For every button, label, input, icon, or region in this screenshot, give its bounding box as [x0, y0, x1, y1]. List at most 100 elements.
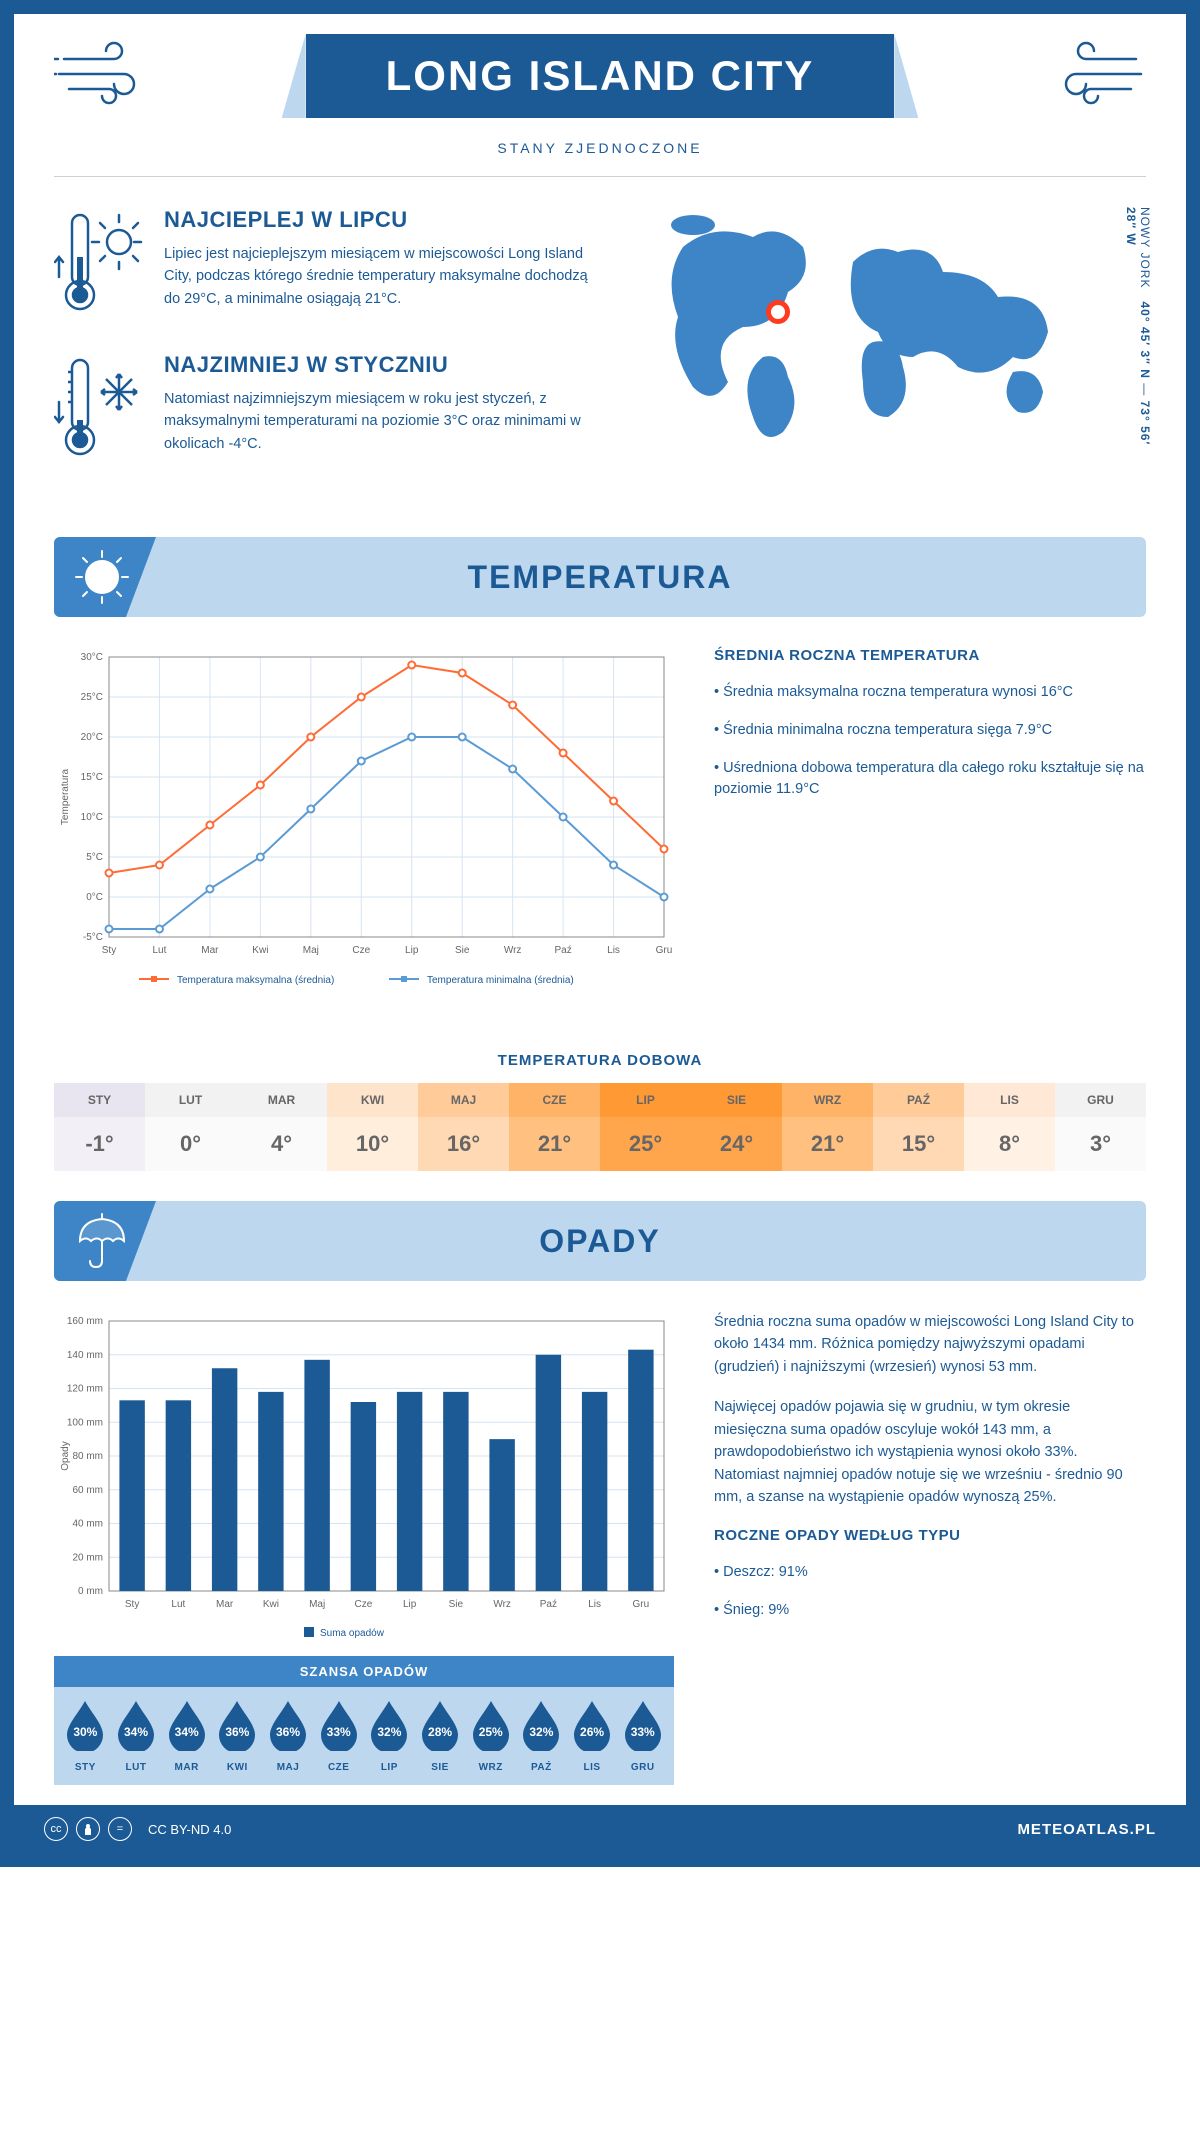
chance-drop: 36%KWI: [212, 1699, 263, 1773]
header: LONG ISLAND CITY: [14, 14, 1186, 148]
temp-bullet: • Średnia minimalna roczna temperatura s…: [714, 720, 1146, 742]
temp-cell: CZE 21°: [509, 1083, 600, 1171]
svg-text:Maj: Maj: [303, 945, 319, 956]
temp-cell: LUT 0°: [145, 1083, 236, 1171]
nd-icon: =: [108, 1817, 132, 1841]
chance-drop: 33%CZE: [313, 1699, 364, 1773]
page-title: LONG ISLAND CITY: [306, 34, 895, 118]
precip-para1: Średnia roczna suma opadów w miejscowośc…: [714, 1311, 1146, 1378]
temp-bullet: • Średnia maksymalna roczna temperatura …: [714, 682, 1146, 704]
fact-hot: NAJCIEPLEJ W LIPCU Lipiec jest najcieple…: [54, 207, 593, 322]
fact-cold: NAJZIMNIEJ W STYCZNIU Natomiast najzimni…: [54, 352, 593, 467]
svg-text:Lip: Lip: [403, 1599, 417, 1610]
fact-hot-title: NAJCIEPLEJ W LIPCU: [164, 207, 593, 233]
svg-text:80 mm: 80 mm: [72, 1451, 103, 1462]
section-header-precip: OPADY: [54, 1201, 1146, 1281]
svg-text:Lip: Lip: [405, 945, 419, 956]
svg-text:Temperatura maksymalna (średni: Temperatura maksymalna (średnia): [177, 975, 334, 986]
fact-hot-text: Lipiec jest najcieplejszym miesiącem w m…: [164, 243, 593, 310]
svg-text:Temperatura minimalna (średnia: Temperatura minimalna (średnia): [427, 975, 574, 986]
chance-drop: 26%LIS: [567, 1699, 618, 1773]
svg-text:0°C: 0°C: [86, 892, 103, 903]
license: cc = CC BY-ND 4.0: [44, 1817, 231, 1841]
svg-text:Temperatura: Temperatura: [60, 768, 71, 825]
svg-text:Sie: Sie: [449, 1599, 464, 1610]
annual-temp-heading: ŚREDNIA ROCZNA TEMPERATURA: [714, 647, 1146, 664]
svg-text:Cze: Cze: [352, 945, 370, 956]
section-header-temperature: TEMPERATURA: [54, 537, 1146, 617]
section-title: TEMPERATURA: [54, 559, 1146, 596]
daily-temp-table: STY -1°LUT 0°MAR 4°KWI 10°MAJ 16°CZE 21°…: [54, 1083, 1146, 1171]
chance-drop: 34%MAR: [161, 1699, 212, 1773]
svg-text:60 mm: 60 mm: [72, 1485, 103, 1496]
temp-cell: SIE 24°: [691, 1083, 782, 1171]
svg-text:Wrz: Wrz: [493, 1599, 511, 1610]
svg-text:Maj: Maj: [309, 1599, 325, 1610]
thermometer-cold-icon: [54, 352, 144, 467]
svg-text:40 mm: 40 mm: [72, 1519, 103, 1530]
svg-text:Kwi: Kwi: [252, 945, 268, 956]
daily-temp-heading: TEMPERATURA DOBOWA: [14, 1052, 1186, 1069]
site-name: METEOATLAS.PL: [1017, 1821, 1156, 1838]
svg-text:160 mm: 160 mm: [67, 1316, 103, 1327]
svg-text:140 mm: 140 mm: [67, 1350, 103, 1361]
temp-cell: GRU 3°: [1055, 1083, 1146, 1171]
svg-text:20°C: 20°C: [81, 732, 103, 743]
fact-cold-title: NAJZIMNIEJ W STYCZNIU: [164, 352, 593, 378]
svg-text:Lis: Lis: [588, 1599, 601, 1610]
svg-text:Wrz: Wrz: [504, 945, 522, 956]
temp-bullet: • Uśredniona dobowa temperatura dla całe…: [714, 758, 1146, 802]
svg-text:Mar: Mar: [201, 945, 219, 956]
coordinates: NOWY JORK 40° 45′ 3″ N — 73° 56′ 28″ W: [1124, 207, 1152, 452]
footer: cc = CC BY-ND 4.0 METEOATLAS.PL: [14, 1805, 1186, 1853]
svg-text:-5°C: -5°C: [83, 932, 103, 943]
svg-text:Opady: Opady: [60, 1441, 71, 1470]
precip-type-bullet: • Śnieg: 9%: [714, 1600, 1146, 1622]
temp-cell: LIS 8°: [964, 1083, 1055, 1171]
thermometer-hot-icon: [54, 207, 144, 322]
chance-drop: 25%WRZ: [465, 1699, 516, 1773]
svg-text:120 mm: 120 mm: [67, 1384, 103, 1395]
umbrella-icon: [72, 1211, 132, 1276]
svg-text:Lis: Lis: [607, 945, 620, 956]
precip-chart: 0 mm20 mm40 mm60 mm80 mm100 mm120 mm140 …: [54, 1311, 674, 1656]
temp-cell: MAJ 16°: [418, 1083, 509, 1171]
chance-drop: 34%LUT: [111, 1699, 162, 1773]
svg-text:5°C: 5°C: [86, 852, 103, 863]
world-map: NOWY JORK 40° 45′ 3″ N — 73° 56′ 28″ W: [633, 207, 1146, 497]
wind-icon: [1036, 34, 1146, 119]
cc-icon: cc: [44, 1817, 68, 1841]
sun-icon: [72, 547, 132, 612]
temp-cell: KWI 10°: [327, 1083, 418, 1171]
lat: 40° 45′ 3″ N: [1138, 301, 1152, 378]
chance-heading: SZANSA OPADÓW: [54, 1656, 674, 1687]
svg-text:Paź: Paź: [540, 1599, 557, 1610]
svg-text:20 mm: 20 mm: [72, 1552, 103, 1563]
svg-text:Cze: Cze: [354, 1599, 372, 1610]
chance-drop: 32%LIP: [364, 1699, 415, 1773]
temp-cell: LIP 25°: [600, 1083, 691, 1171]
by-icon: [76, 1817, 100, 1841]
precip-type-heading: ROCZNE OPADY WEDŁUG TYPU: [714, 1527, 1146, 1544]
chance-drop: 32%PAŹ: [516, 1699, 567, 1773]
svg-text:10°C: 10°C: [81, 812, 103, 823]
svg-text:Sty: Sty: [125, 1599, 139, 1610]
svg-text:Suma opadów: Suma opadów: [320, 1628, 385, 1639]
page: LONG ISLAND CITY STANY ZJEDNOCZONE NAJCI…: [0, 0, 1200, 1867]
license-text: CC BY-ND 4.0: [148, 1822, 231, 1837]
svg-text:15°C: 15°C: [81, 772, 103, 783]
temp-cell: MAR 4°: [236, 1083, 327, 1171]
temp-cell: PAŹ 15°: [873, 1083, 964, 1171]
svg-text:30°C: 30°C: [81, 652, 103, 663]
svg-text:Lut: Lut: [171, 1599, 185, 1610]
section-title: OPADY: [54, 1223, 1146, 1260]
precip-chance-box: SZANSA OPADÓW 30%STY34%LUT34%MAR36%KWI36…: [54, 1656, 674, 1785]
chance-drop: 30%STY: [60, 1699, 111, 1773]
wind-icon: [54, 34, 164, 119]
chance-drop: 36%MAJ: [263, 1699, 314, 1773]
svg-text:Sie: Sie: [455, 945, 470, 956]
chance-drop: 28%SIE: [415, 1699, 466, 1773]
svg-text:0 mm: 0 mm: [78, 1586, 103, 1597]
svg-text:Gru: Gru: [656, 945, 673, 956]
svg-text:Sty: Sty: [102, 945, 116, 956]
